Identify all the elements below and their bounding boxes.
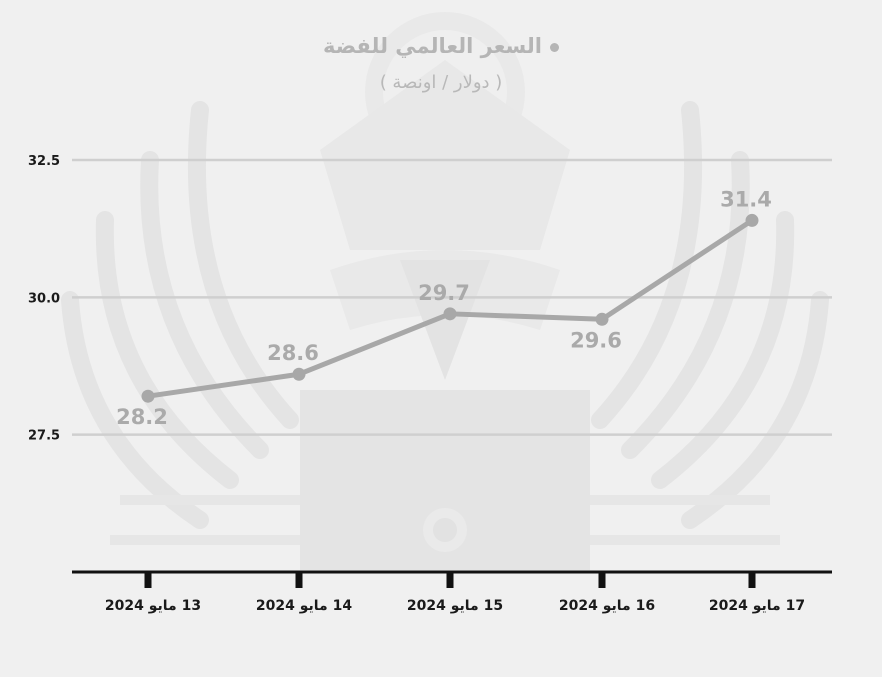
- x-tick-label: 17 مايو 2024: [709, 598, 805, 614]
- data-point: [745, 213, 759, 227]
- data-label: 31.4: [720, 187, 772, 211]
- x-tick-label: 16 مايو 2024: [559, 598, 655, 614]
- data-point: [595, 312, 609, 326]
- y-tick-label: 32.5: [28, 154, 60, 169]
- x-tick-label: 13 مايو 2024: [105, 598, 201, 614]
- data-label: 28.6: [267, 341, 319, 365]
- x-tick-mark: [144, 572, 152, 588]
- x-tick-label: 14 مايو 2024: [256, 598, 352, 614]
- chart-title-row: السعر العالمي للفضة: [0, 34, 882, 58]
- data-point: [141, 389, 155, 403]
- x-tick-mark: [598, 572, 606, 588]
- x-tick-label: 15 مايو 2024: [407, 598, 503, 614]
- x-tick-mark: [446, 572, 454, 588]
- y-tick-label: 27.5: [28, 429, 60, 444]
- data-point: [443, 307, 457, 321]
- chart-title: السعر العالمي للفضة: [322, 34, 543, 58]
- x-tick-mark: [748, 572, 756, 588]
- x-tick-mark: [295, 572, 303, 588]
- data-point: [292, 367, 306, 381]
- data-label: 28.2: [116, 405, 168, 429]
- data-label: 29.7: [418, 281, 470, 305]
- chart-subtitle: ( دولار / اونصة ): [379, 72, 503, 93]
- data-label: 29.6: [570, 328, 622, 352]
- y-tick-label: 30.0: [28, 291, 60, 306]
- title-bullet-icon: [550, 42, 560, 52]
